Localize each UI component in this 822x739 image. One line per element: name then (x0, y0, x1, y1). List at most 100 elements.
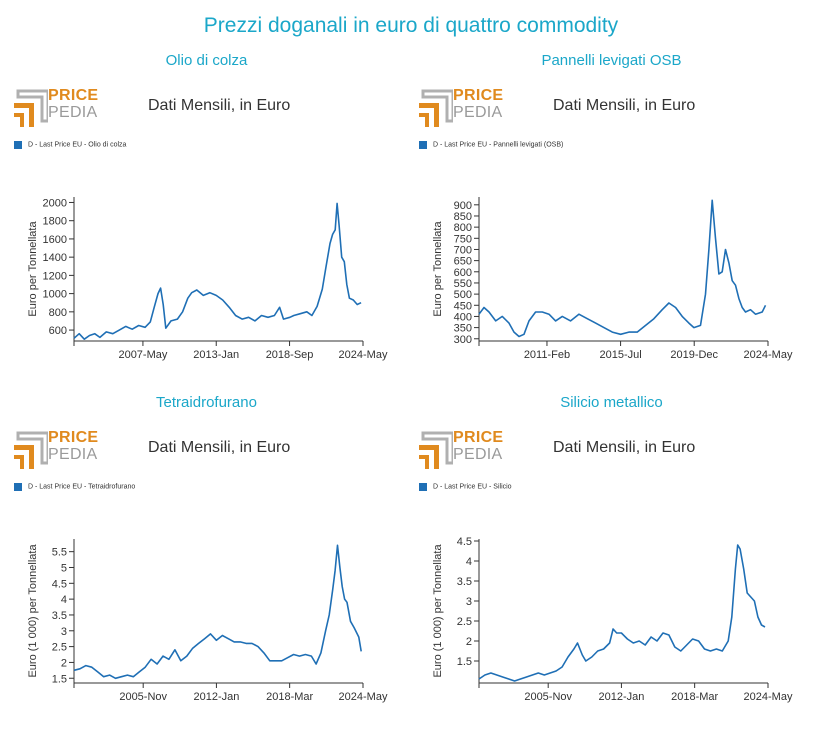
logo-text-price: PRICE (48, 87, 99, 104)
y-tick-label: 4 (466, 556, 472, 568)
y-tick-label: 850 (454, 211, 472, 223)
x-tick-label: 2013-Jan (193, 349, 239, 361)
y-tick-label: 1800 (43, 216, 67, 228)
x-tick-label: 2024-May (744, 349, 793, 361)
y-tick-label: 2 (61, 657, 67, 669)
y-axis-title: Euro (1 000) per Tonnellata (432, 544, 444, 678)
x-tick-label: 2007-May (118, 349, 167, 361)
y-tick-label: 2.5 (457, 616, 472, 628)
logo-text-pedia: PEDIA (453, 104, 503, 121)
chart-panel-tetraidrofurano: Tetraidrofurano PRICE PEDIA Dati Mensili… (4, 394, 409, 739)
legend-label: D - Last Price EU - Tetraidrofurano (28, 483, 136, 491)
chart-legend[interactable]: D - Last Price EU - Olio di colza (14, 141, 126, 149)
y-tick-label: 350 (454, 323, 472, 335)
y-tick-label: 3 (466, 596, 472, 608)
chart-title: Olio di colza (165, 52, 248, 69)
y-tick-label: 1.5 (52, 673, 67, 685)
y-tick-label: 500 (454, 289, 472, 301)
y-tick-label: 800 (454, 222, 472, 234)
y-tick-label: 4.5 (52, 578, 67, 590)
chart-panel-silicio-metallico: Silicio metallico PRICE PEDIA Dati Mensi… (409, 394, 814, 739)
legend-label: D - Last Price EU - Pannelli levigati (O… (433, 141, 564, 149)
chart-panel-olio-di-colza: Olio di colza PRICE PEDIA Dati Mensili, … (4, 52, 409, 397)
y-tick-label: 1.5 (457, 656, 472, 668)
chart-legend[interactable]: D - Last Price EU - Tetraidrofurano (14, 483, 135, 491)
legend-swatch (419, 483, 427, 491)
y-tick-label: 1000 (43, 289, 67, 301)
legend-label: D - Last Price EU - Silicio (433, 483, 512, 491)
series-line (478, 544, 766, 682)
x-tick-label: 2015-Jul (599, 349, 641, 361)
x-tick-label: 2024-May (744, 691, 793, 703)
logo-text-pedia: PEDIA (48, 104, 98, 121)
logo-text-price: PRICE (48, 429, 99, 446)
y-axis-title: Euro per Tonnellata (432, 221, 444, 317)
chart-legend[interactable]: D - Last Price EU - Pannelli levigati (O… (419, 141, 563, 149)
pricepedia-logo: PRICE PEDIA (419, 87, 514, 129)
line-chart: 1.5 2 2.5 3 3.5 4 4.5 2005-Nov 2012-Jan 2018-Mar 2… (432, 536, 793, 703)
legend-label: D - Last Price EU - Olio di colza (28, 141, 127, 149)
chart-subtitle: Dati Mensili, in Euro (148, 97, 291, 114)
x-tick-label: 2012-Jan (598, 691, 644, 703)
logo-text-pedia: PEDIA (453, 446, 503, 463)
chart-subtitle: Dati Mensili, in Euro (553, 97, 696, 114)
y-tick-label: 3.5 (457, 576, 472, 588)
chart-panel-pannelli-osb: Pannelli levigati OSB PRICE PEDIA Dati M… (409, 52, 814, 397)
x-tick-label: 2005-Nov (119, 691, 167, 703)
y-tick-label: 600 (49, 325, 67, 337)
series-line (73, 202, 362, 341)
line-chart: 600 800 1000 1200 1400 1600 1800 2000 2007-May 20… (27, 197, 388, 361)
pricepedia-logo: PRICE PEDIA (419, 429, 514, 471)
y-tick-label: 550 (454, 278, 472, 290)
y-tick-label: 1600 (43, 234, 67, 246)
y-tick-label: 4.5 (457, 536, 472, 548)
x-tick-label: 2018-Mar (266, 691, 313, 703)
logo-text-price: PRICE (453, 429, 504, 446)
x-tick-label: 2024-May (339, 349, 388, 361)
y-tick-label: 400 (454, 311, 472, 323)
x-tick-label: 2012-Jan (193, 691, 239, 703)
y-tick-label: 3.5 (52, 610, 67, 622)
y-tick-label: 1400 (43, 252, 67, 264)
chart-title: Tetraidrofurano (156, 394, 257, 411)
legend-swatch (419, 141, 427, 149)
x-tick-label: 2019-Dec (670, 349, 718, 361)
series-line (73, 544, 362, 680)
y-axis-title: Euro (1 000) per Tonnellata (27, 544, 39, 678)
y-tick-label: 700 (454, 244, 472, 256)
x-tick-label: 2018-Sep (266, 349, 314, 361)
y-tick-label: 2.5 (52, 642, 67, 654)
y-tick-label: 300 (454, 334, 472, 346)
x-tick-label: 2024-May (339, 691, 388, 703)
y-tick-label: 5 (61, 562, 67, 574)
y-tick-label: 600 (454, 267, 472, 279)
chart-subtitle: Dati Mensili, in Euro (553, 439, 696, 456)
logo-text-pedia: PEDIA (48, 446, 98, 463)
y-tick-label: 4 (61, 594, 67, 606)
y-axis-title: Euro per Tonnellata (27, 221, 39, 317)
series-line (478, 199, 767, 338)
y-tick-label: 5.5 (52, 547, 67, 559)
logo-text-price: PRICE (453, 87, 504, 104)
y-tick-label: 2000 (43, 197, 67, 209)
chart-subtitle: Dati Mensili, in Euro (148, 439, 291, 456)
page-title: Prezzi doganali in euro di quattro commo… (203, 14, 619, 37)
chart-title: Silicio metallico (560, 394, 663, 411)
legend-swatch (14, 483, 22, 491)
y-tick-label: 3 (61, 626, 67, 638)
x-tick-label: 2011-Feb (524, 349, 570, 361)
y-tick-label: 900 (454, 200, 472, 212)
x-tick-label: 2005-Nov (524, 691, 572, 703)
y-tick-label: 800 (49, 307, 67, 319)
chart-legend[interactable]: D - Last Price EU - Silicio (419, 483, 512, 491)
line-chart: 1.5 2 2.5 3 3.5 4 4.5 5 5.5 2005-Nov 2012-Jan 2018-… (27, 539, 388, 703)
pricepedia-logo: PRICE PEDIA (14, 429, 109, 471)
y-tick-label: 2 (466, 636, 472, 648)
pricepedia-logo: PRICE PEDIA (14, 87, 109, 129)
chart-title: Pannelli levigati OSB (541, 52, 682, 69)
y-tick-label: 650 (454, 256, 472, 268)
x-tick-label: 2018-Mar (671, 691, 718, 703)
y-tick-label: 450 (454, 300, 472, 312)
legend-swatch (14, 141, 22, 149)
